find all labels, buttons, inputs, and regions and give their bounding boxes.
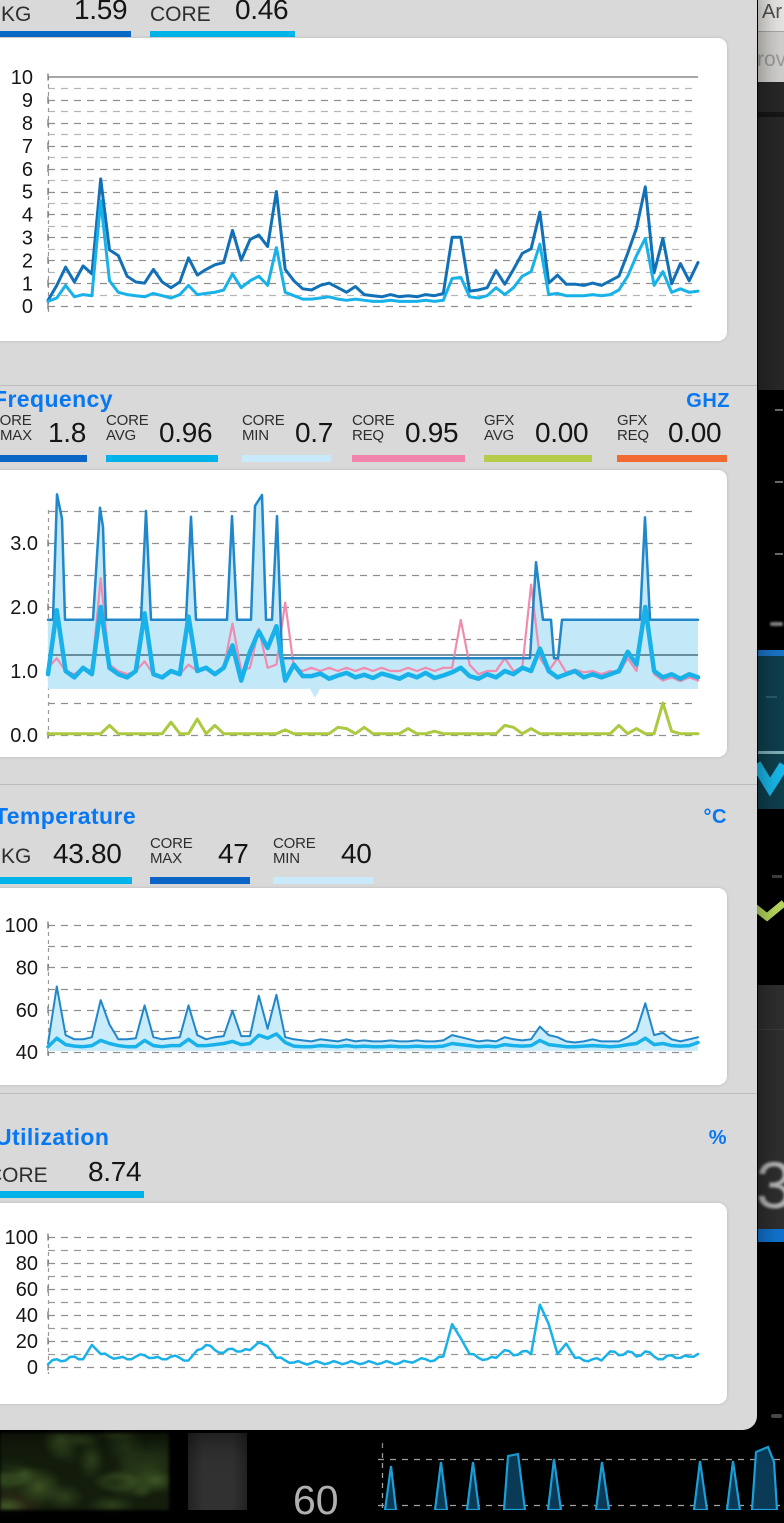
svg-text:0.0: 0.0	[10, 725, 38, 747]
svg-text:3.0: 3.0	[10, 533, 38, 555]
svg-text:0: 0	[27, 1357, 38, 1379]
svg-text:100: 100	[5, 1227, 38, 1249]
svg-text:6: 6	[22, 159, 33, 181]
svg-text:80: 80	[16, 958, 38, 980]
svg-text:20: 20	[16, 1331, 38, 1353]
svg-text:3: 3	[22, 228, 33, 250]
svg-text:4: 4	[22, 205, 33, 227]
svg-text:100: 100	[5, 915, 38, 937]
svg-text:1.0: 1.0	[10, 661, 38, 683]
svg-text:60: 60	[16, 1279, 38, 1301]
svg-text:5: 5	[22, 182, 33, 204]
svg-text:9: 9	[22, 90, 33, 112]
svg-text:1: 1	[22, 273, 33, 295]
svg-text:60: 60	[16, 1000, 38, 1022]
svg-text:40: 40	[16, 1305, 38, 1327]
svg-text:0: 0	[22, 296, 33, 318]
svg-text:7: 7	[22, 136, 33, 158]
svg-text:40: 40	[16, 1042, 38, 1064]
svg-text:2: 2	[22, 250, 33, 272]
svg-text:8: 8	[22, 113, 33, 135]
svg-text:10: 10	[11, 67, 33, 89]
svg-text:80: 80	[16, 1253, 38, 1275]
svg-text:2.0: 2.0	[10, 597, 38, 619]
